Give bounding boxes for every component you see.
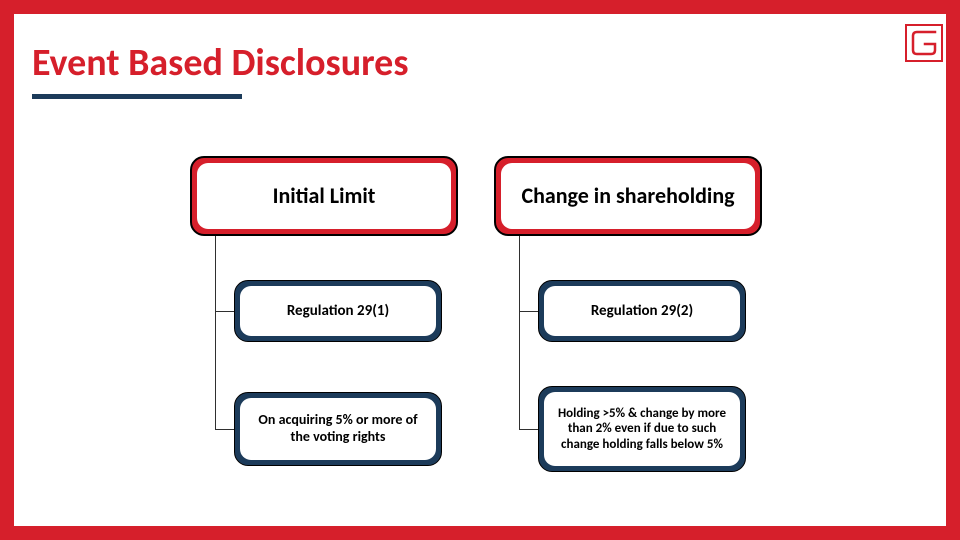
logo-g-icon (905, 24, 943, 62)
title-underline (32, 94, 242, 99)
connector-h (215, 311, 234, 312)
child-card-reg292: Regulation 29(2) (544, 286, 740, 336)
header-col-initial: Initial Limit (190, 156, 458, 236)
header-card-col-initial: Initial Limit (197, 163, 451, 229)
child-reg292: Regulation 29(2) (538, 280, 746, 342)
connector-h (215, 429, 234, 430)
child-label-acq5: On acquiring 5% or more of the voting ri… (240, 412, 436, 446)
child-label-hold5: Holding >5% & change by more than 2% eve… (544, 406, 740, 453)
child-hold5: Holding >5% & change by more than 2% eve… (538, 386, 746, 472)
child-acq5: On acquiring 5% or more of the voting ri… (234, 392, 442, 466)
connector-v (215, 236, 216, 429)
header-col-change: Change in shareholding (494, 156, 762, 236)
child-label-reg292: Regulation 29(2) (581, 302, 703, 320)
header-label-col-change: Change in shareholding (511, 183, 744, 209)
child-reg291: Regulation 29(1) (234, 280, 442, 342)
header-card-col-change: Change in shareholding (501, 163, 755, 229)
header-label-col-initial: Initial Limit (263, 183, 386, 209)
connector-v (519, 236, 520, 429)
child-card-reg291: Regulation 29(1) (240, 286, 436, 336)
connector-h (519, 429, 538, 430)
hierarchy-diagram: Initial Limit Regulation 29(1) On acquirin… (0, 120, 960, 520)
child-card-acq5: On acquiring 5% or more of the voting ri… (240, 398, 436, 460)
brand-logo (905, 24, 943, 62)
slide: Event Based Disclosures Initial Limit Reg… (0, 0, 960, 540)
child-card-hold5: Holding >5% & change by more than 2% eve… (544, 392, 740, 466)
connector-h (519, 311, 538, 312)
child-label-reg291: Regulation 29(1) (277, 302, 399, 320)
title-block: Event Based Disclosures (32, 40, 408, 99)
slide-title: Event Based Disclosures (32, 40, 408, 86)
